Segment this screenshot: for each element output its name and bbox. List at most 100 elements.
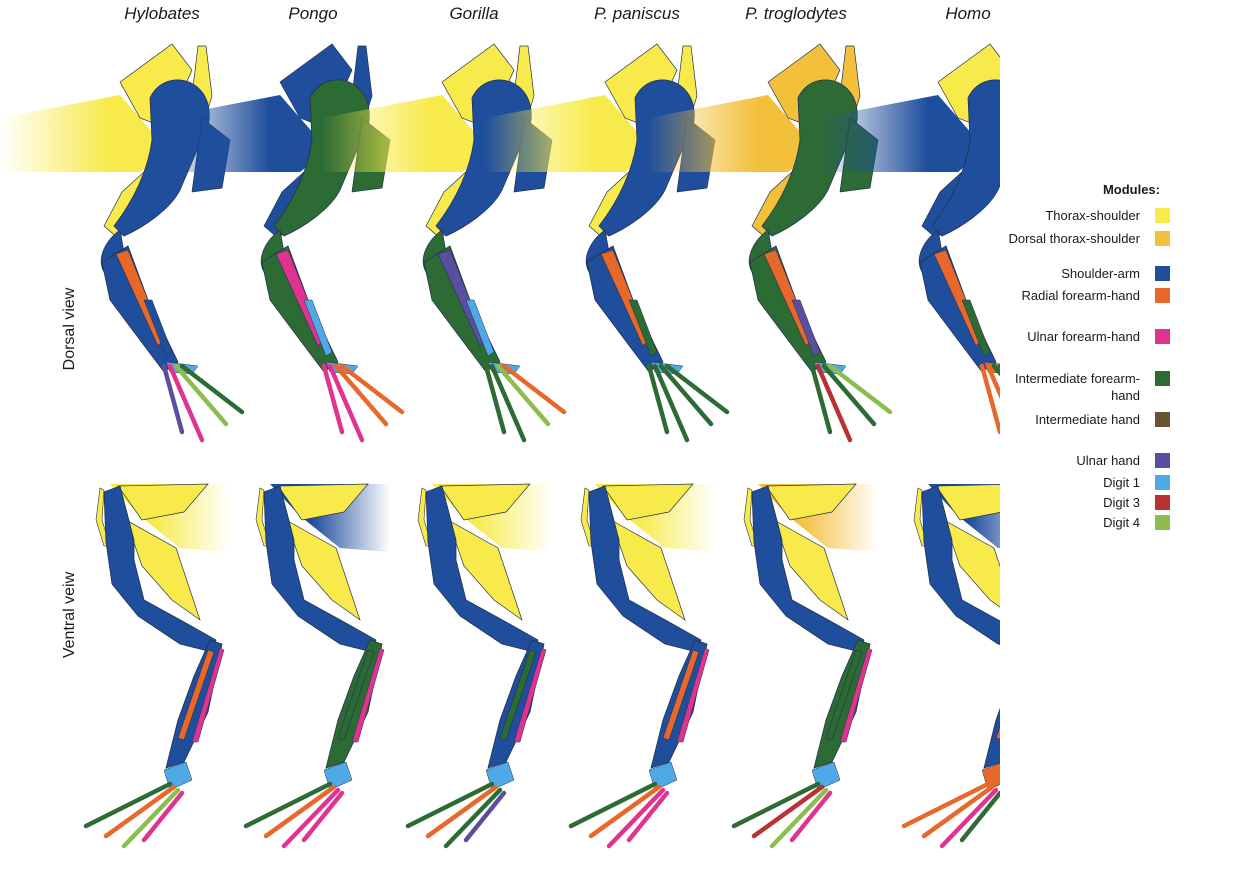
digit-shape <box>985 363 1000 400</box>
pectoral-shape <box>439 483 531 521</box>
digit-shape <box>751 784 825 839</box>
legend-label: Ulnar hand <box>1076 453 1140 468</box>
serratus-shape <box>285 519 361 621</box>
legend-label: Radial forearm-hand <box>1021 288 1140 303</box>
ventral-limb <box>901 484 1000 849</box>
forearm-stripe-shape <box>662 649 700 741</box>
back-muscle-fade <box>485 95 653 172</box>
digit-shape <box>495 363 551 427</box>
legend-swatch <box>1155 329 1170 344</box>
upper-arm-shape <box>425 485 539 653</box>
back-muscle-fade <box>648 95 816 172</box>
digit-shape <box>141 790 185 843</box>
digit-shape <box>789 790 833 843</box>
digit-shape <box>921 784 995 839</box>
legend-item: Digit 1 <box>1010 474 1170 491</box>
legend-swatch <box>1155 231 1170 246</box>
forearm-stripe-shape <box>337 649 375 741</box>
legend-label: Intermediate hand <box>1035 412 1140 427</box>
serratus-shape <box>125 519 201 621</box>
digit-shape <box>626 790 670 843</box>
digit-shape <box>606 787 666 849</box>
pectoral-shape <box>277 483 369 521</box>
forearm-stripe-shape <box>177 649 215 741</box>
digit-shape <box>939 787 999 849</box>
digit-shape <box>979 363 1000 435</box>
dorsal-limb <box>0 43 245 443</box>
digit-shape <box>173 363 229 427</box>
digit-shape <box>815 363 853 443</box>
digit-shape <box>405 781 495 829</box>
upper-arm-shape <box>103 485 217 653</box>
column-title-pongo: Pongo <box>288 4 338 23</box>
forearm-stripe2-shape <box>351 647 385 743</box>
digit-shape <box>321 363 345 435</box>
legend-swatch <box>1155 495 1170 510</box>
upper-arm-shape <box>588 485 702 653</box>
serratus-shape <box>773 519 849 621</box>
pectoral-shape <box>765 483 857 521</box>
digit-shape <box>333 363 389 427</box>
digit-shape <box>821 363 877 427</box>
back-muscle-fade <box>818 95 986 172</box>
digit-shape <box>167 363 205 443</box>
column-title-gorilla: Gorilla <box>449 4 499 23</box>
forearm-stripe2-shape <box>191 647 225 743</box>
digit-shape <box>179 363 245 415</box>
forearm-stripe2-shape <box>513 647 547 743</box>
forearm-stripe2-shape <box>676 647 710 743</box>
serratus-shape <box>610 519 686 621</box>
forearm-stripe2-shape <box>143 299 173 357</box>
digit-shape <box>664 363 730 415</box>
digit-shape <box>121 787 181 849</box>
digit-shape <box>501 363 567 415</box>
legend-swatch <box>1155 515 1170 530</box>
legend-label: Ulnar forearm-hand <box>1027 329 1140 344</box>
legend-swatch <box>1155 371 1170 386</box>
column-title-hylobates: Hylobates <box>124 4 200 23</box>
digit-shape <box>901 781 991 829</box>
digit-shape <box>103 784 177 839</box>
legend-swatch <box>1155 266 1170 281</box>
digit-shape <box>959 790 1000 843</box>
forearm-stripe-shape <box>825 649 863 741</box>
digit-shape <box>568 781 658 829</box>
legend-swatch <box>1155 475 1170 490</box>
shoulder-deltoid-shape <box>931 79 1000 237</box>
digit-shape <box>301 790 345 843</box>
forearm-shape <box>983 707 1000 769</box>
upper-arm-shape <box>751 485 865 653</box>
ventral-limb <box>243 483 390 849</box>
legend-item: Intermediate forearm-hand <box>1010 370 1170 404</box>
limb-figure-panels <box>0 43 1000 849</box>
digit-shape <box>463 790 507 843</box>
back-muscle-fade <box>322 95 490 172</box>
legend-swatch <box>1155 208 1170 223</box>
ventral-limb <box>731 483 878 849</box>
legend-label: Digit 4 <box>1103 515 1140 530</box>
ventral-limb <box>83 483 230 849</box>
legend-swatch <box>1155 453 1170 468</box>
digit-shape <box>443 787 503 849</box>
legend-item: Radial forearm-hand <box>1010 287 1170 321</box>
ventral-limb <box>405 483 552 849</box>
pectoral-shape <box>117 483 209 521</box>
legend-swatch <box>1155 288 1170 303</box>
forearm-stripe2-shape <box>791 299 821 357</box>
serratus-shape <box>943 519 1000 608</box>
ventral-limb <box>568 483 715 849</box>
digit-shape <box>658 363 714 427</box>
digit-shape <box>731 781 821 829</box>
upper-arm-shape <box>921 485 1000 645</box>
digit-shape <box>425 784 499 839</box>
legend-label: Intermediate forearm-hand <box>1015 371 1140 403</box>
forearm-stripe2-shape <box>303 299 333 357</box>
pectoral-shape <box>602 483 694 521</box>
digit-shape <box>243 781 333 829</box>
legend-label: Dorsal thorax-shoulder <box>1008 231 1140 246</box>
back-muscle-fade <box>0 95 168 172</box>
legend-label: Digit 1 <box>1103 475 1140 490</box>
column-title-p-troglodytes: P. troglodytes <box>745 4 847 23</box>
pectoral-shape <box>935 484 1000 521</box>
digit-shape <box>339 363 405 415</box>
